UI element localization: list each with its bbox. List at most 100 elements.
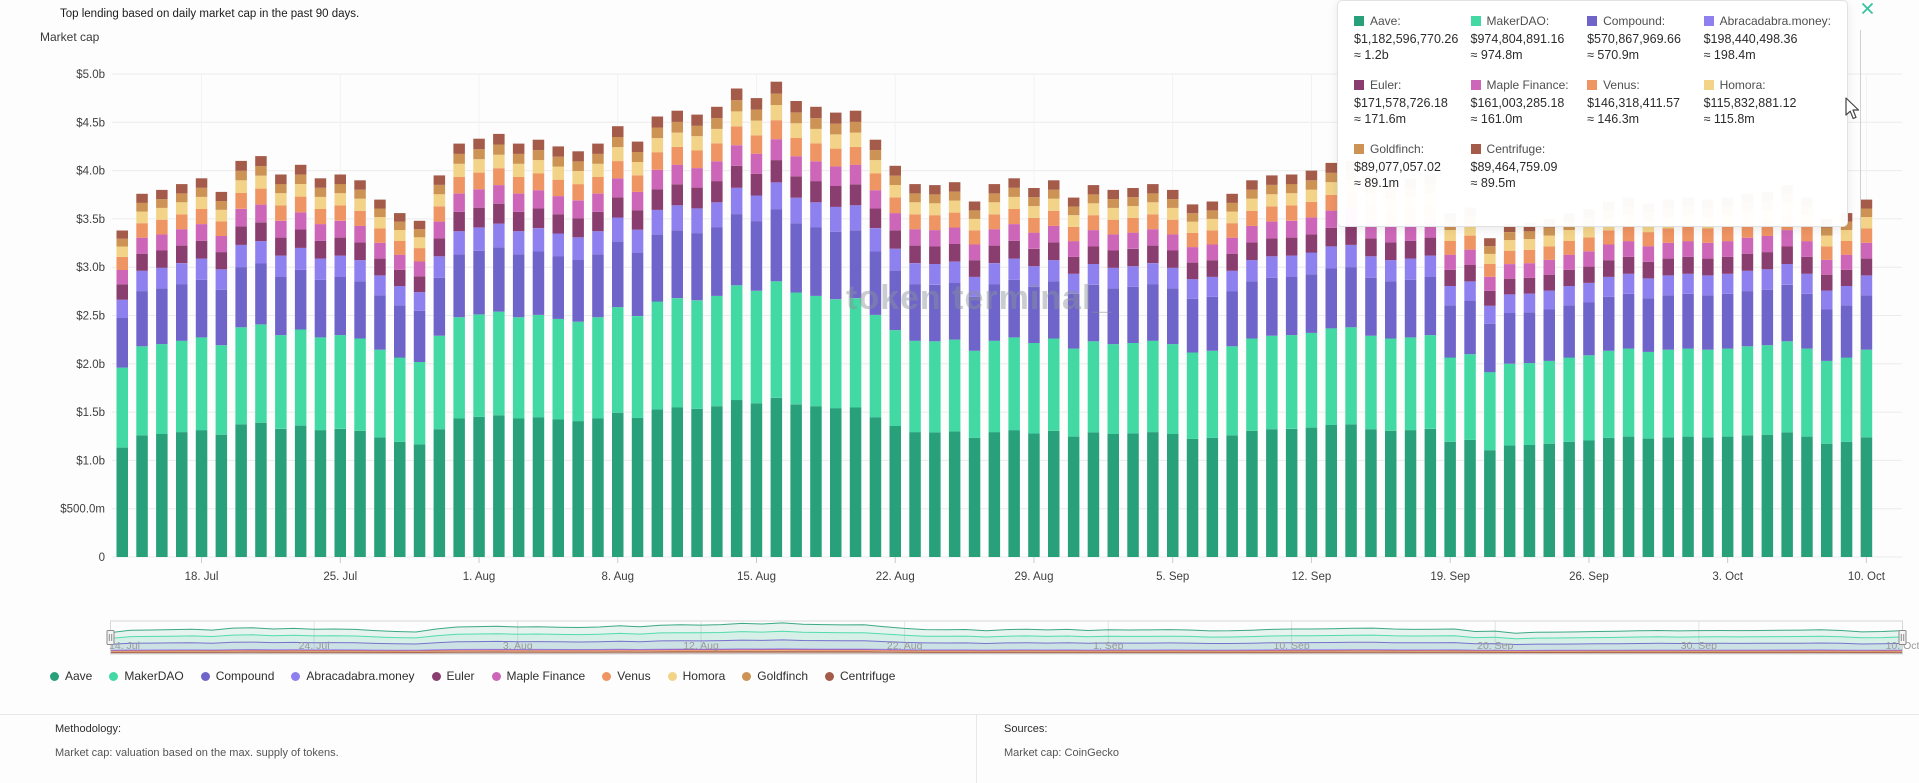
stacked-bar-14[interactable] <box>394 213 406 557</box>
stacked-bar-58[interactable] <box>1266 175 1278 557</box>
stacked-bar-27[interactable] <box>651 116 664 558</box>
stacked-bar-72[interactable] <box>1543 218 1556 557</box>
stacked-bar-23[interactable] <box>572 151 584 557</box>
stacked-bar-59[interactable] <box>1285 174 1298 558</box>
legend-item-compound[interactable]: Compound <box>200 669 274 683</box>
stacked-bar-73[interactable] <box>1563 213 1575 557</box>
market-cap-stacked-bar-chart[interactable]: $5.0b $4.5b $4.0b $3.5b $3.0b $2.5b $2.0b $1.5b… <box>0 0 1919 610</box>
stacked-bar-60[interactable] <box>1305 170 1318 557</box>
stacked-bar-46[interactable] <box>1028 188 1040 557</box>
stacked-bar-34[interactable] <box>790 101 802 557</box>
stacked-bar-74[interactable] <box>1583 209 1595 557</box>
close-icon[interactable] <box>1861 2 1874 15</box>
stacked-bar-10[interactable] <box>314 178 327 557</box>
stacked-bar-64[interactable] <box>1385 180 1397 557</box>
navigator-right-handle[interactable] <box>1898 630 1907 645</box>
stacked-bar-44[interactable] <box>988 184 1001 557</box>
stacked-bar-80[interactable] <box>1702 199 1714 557</box>
stacked-bar-51[interactable] <box>1127 188 1139 557</box>
stacked-bar-38[interactable] <box>869 139 882 557</box>
stacked-bar-48[interactable] <box>1067 197 1080 557</box>
stacked-bar-52[interactable] <box>1147 184 1159 557</box>
stacked-bar-76[interactable] <box>1622 197 1635 557</box>
stacked-bar-69[interactable] <box>1484 238 1496 557</box>
stacked-bar-71[interactable] <box>1523 222 1536 557</box>
stacked-bar-17[interactable] <box>453 143 465 557</box>
stacked-bar-67[interactable] <box>1444 213 1456 557</box>
stacked-bar-55[interactable] <box>1206 201 1219 558</box>
stacked-bar-30[interactable] <box>711 106 723 557</box>
stacked-bar-8[interactable] <box>275 174 287 558</box>
stacked-bar-68[interactable] <box>1464 207 1476 557</box>
stacked-bar-36[interactable] <box>830 112 842 557</box>
stacked-bar-26[interactable] <box>631 141 644 557</box>
range-navigator[interactable]: 14. Jul 24. Jul 3. Aug 12. Aug 22. Aug 1. Sep… <box>0 612 1919 672</box>
stacked-bar-42[interactable] <box>948 182 961 557</box>
stacked-bar-81[interactable] <box>1721 197 1734 557</box>
stacked-bar-45[interactable] <box>1008 178 1020 557</box>
stacked-bar-40[interactable] <box>909 184 921 557</box>
stacked-bar-0[interactable] <box>116 230 129 558</box>
stacked-bar-82[interactable] <box>1741 193 1754 557</box>
stacked-bar-11[interactable] <box>334 174 347 558</box>
stacked-bar-53[interactable] <box>1167 189 1179 557</box>
stacked-bar-12[interactable] <box>354 180 366 557</box>
stacked-bar-84[interactable] <box>1781 185 1793 557</box>
stacked-bar-16[interactable] <box>433 175 446 557</box>
stacked-bar-4[interactable] <box>195 178 208 557</box>
stacked-bar-65[interactable] <box>1404 178 1417 557</box>
stacked-bar-20[interactable] <box>512 143 525 557</box>
stacked-bar-79[interactable] <box>1682 197 1694 557</box>
stacked-bar-33[interactable] <box>770 81 783 557</box>
navigator-left-handle[interactable] <box>106 630 115 645</box>
stacked-bar-83[interactable] <box>1761 191 1774 557</box>
stacked-bar-22[interactable] <box>552 146 565 557</box>
stacked-bar-9[interactable] <box>294 164 307 557</box>
stacked-bar-87[interactable] <box>1840 213 1853 557</box>
stacked-bar-43[interactable] <box>968 201 981 558</box>
stacked-bar-31[interactable] <box>730 88 743 558</box>
stacked-bar-32[interactable] <box>750 98 763 557</box>
stacked-bar-35[interactable] <box>810 106 822 557</box>
stacked-bar-7[interactable] <box>255 156 267 557</box>
stacked-bar-13[interactable] <box>374 199 386 557</box>
legend-item-aave[interactable]: Aave <box>50 669 92 683</box>
stacked-bar-19[interactable] <box>493 133 505 557</box>
stacked-bar-57[interactable] <box>1246 180 1258 557</box>
stacked-bar-5[interactable] <box>215 191 228 557</box>
legend-item-makerdao[interactable]: MakerDAO <box>109 669 184 683</box>
stacked-bar-28[interactable] <box>671 110 684 557</box>
legend-item-venus[interactable]: Venus <box>602 669 651 683</box>
stacked-bar-50[interactable] <box>1107 189 1120 557</box>
stacked-bar-88[interactable] <box>1860 199 1873 557</box>
stacked-bar-63[interactable] <box>1365 175 1377 557</box>
stacked-bar-56[interactable] <box>1226 193 1238 557</box>
stacked-bar-77[interactable] <box>1642 203 1655 557</box>
stacked-bar-75[interactable] <box>1603 201 1615 558</box>
stacked-bar-15[interactable] <box>413 220 426 557</box>
legend-item-maple-finance[interactable]: Maple Finance <box>491 669 585 683</box>
stacked-bar-18[interactable] <box>473 138 485 557</box>
legend-item-abracadabra-money[interactable]: Abracadabra.money <box>291 669 415 683</box>
stacked-bar-41[interactable] <box>929 185 941 557</box>
stacked-bar-54[interactable] <box>1186 204 1199 557</box>
stacked-bar-3[interactable] <box>176 184 188 557</box>
stacked-bar-2[interactable] <box>156 189 168 557</box>
stacked-bar-66[interactable] <box>1424 174 1437 558</box>
stacked-bar-25[interactable] <box>612 126 624 557</box>
stacked-bar-24[interactable] <box>592 143 604 557</box>
stacked-bar-6[interactable] <box>235 160 247 557</box>
stacked-bar-37[interactable] <box>849 110 862 557</box>
stacked-bar-49[interactable] <box>1087 185 1100 557</box>
stacked-bar-85[interactable] <box>1801 197 1813 557</box>
legend-item-euler[interactable]: Euler <box>431 669 475 683</box>
stacked-bar-29[interactable] <box>691 114 703 557</box>
legend-item-goldfinch[interactable]: Goldfinch <box>742 669 808 683</box>
stacked-bar-21[interactable] <box>532 139 545 557</box>
stacked-bar-61[interactable] <box>1325 162 1338 557</box>
stacked-bar-1[interactable] <box>136 193 148 557</box>
stacked-bar-86[interactable] <box>1821 218 1833 557</box>
stacked-bar-70[interactable] <box>1503 223 1516 557</box>
stacked-bar-47[interactable] <box>1048 180 1060 557</box>
stacked-bar-78[interactable] <box>1662 199 1675 557</box>
